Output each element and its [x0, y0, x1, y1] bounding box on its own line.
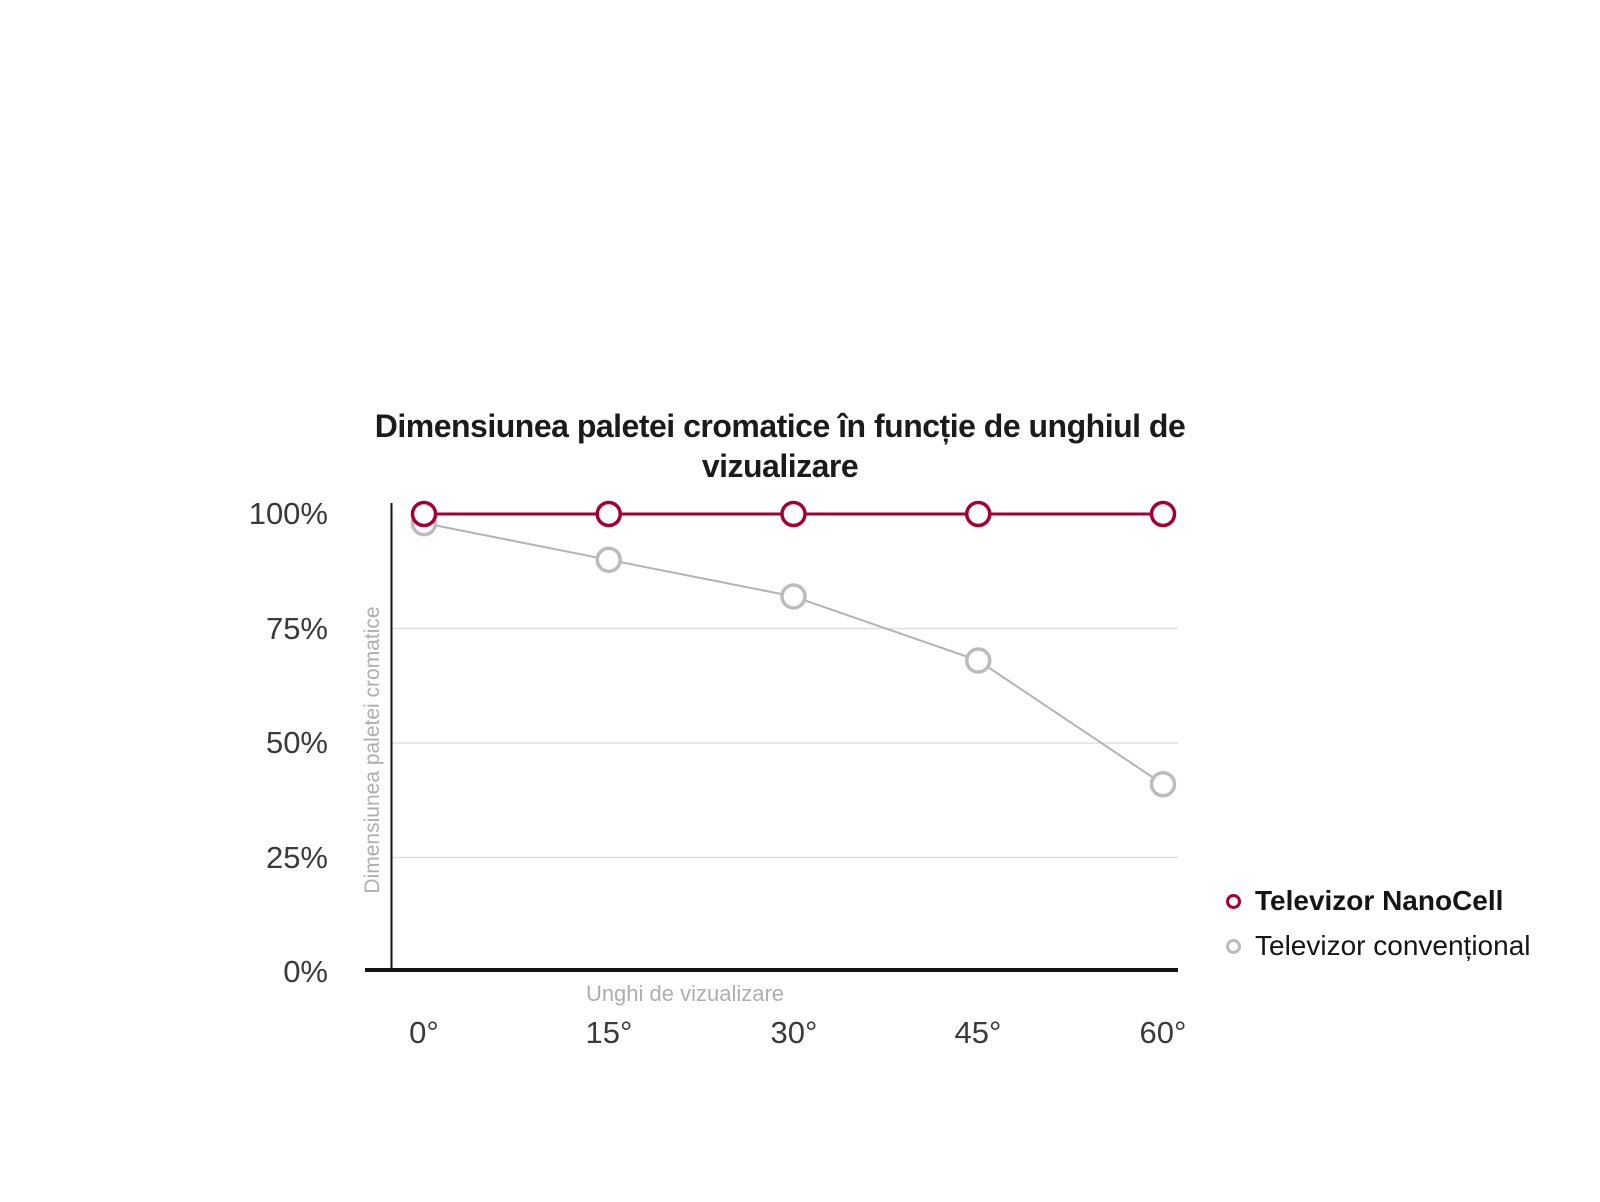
series-0-marker-2 — [780, 500, 807, 528]
y-axis-tick-label: 50% — [265, 725, 328, 760]
y-axis-title: Dimensiunea paletei cromatice — [361, 606, 384, 894]
series-1-marker-3 — [965, 647, 992, 674]
legend-circle-icon — [1226, 938, 1241, 954]
legend: Televizor NanoCell Televizor convenționa… — [1226, 880, 1531, 970]
y-axis-tick-label: 0% — [283, 954, 328, 989]
legend-item-conventional: Televizor convențional — [1226, 925, 1531, 967]
x-axis-tick-label: 15° — [585, 1015, 633, 1050]
y-axis-tick-label: 25% — [265, 840, 328, 875]
series-0-marker-1 — [595, 500, 622, 528]
legend-label: Televizor convențional — [1255, 930, 1531, 961]
series-0-marker-4 — [1149, 500, 1177, 528]
y-axis-tick-label: 100% — [248, 496, 328, 531]
legend-circle-icon — [1226, 893, 1241, 909]
series-1-marker-1 — [595, 546, 622, 574]
series-1-marker-4 — [1149, 770, 1177, 798]
chart-title: Dimensiunea paletei cromatice în funcție… — [374, 408, 1186, 484]
x-axis-tick-label: 45° — [954, 1015, 1002, 1050]
x-axis-tick-label: 0° — [409, 1015, 439, 1050]
legend-item-nanocell: Televizor NanoCell — [1226, 880, 1531, 922]
x-axis-title: Unghi de vizualizare — [585, 981, 785, 1006]
series-0-marker-3 — [965, 500, 992, 528]
x-axis-tick-label: 30° — [770, 1015, 818, 1050]
legend-label: Televizor NanoCell — [1255, 885, 1504, 916]
y-axis-tick-label: 75% — [265, 611, 328, 646]
x-axis-tick-label: 60° — [1139, 1015, 1187, 1050]
series-0-marker-0 — [410, 500, 438, 528]
series-1-marker-2 — [780, 583, 807, 610]
series-line-1 — [423, 522, 1164, 786]
